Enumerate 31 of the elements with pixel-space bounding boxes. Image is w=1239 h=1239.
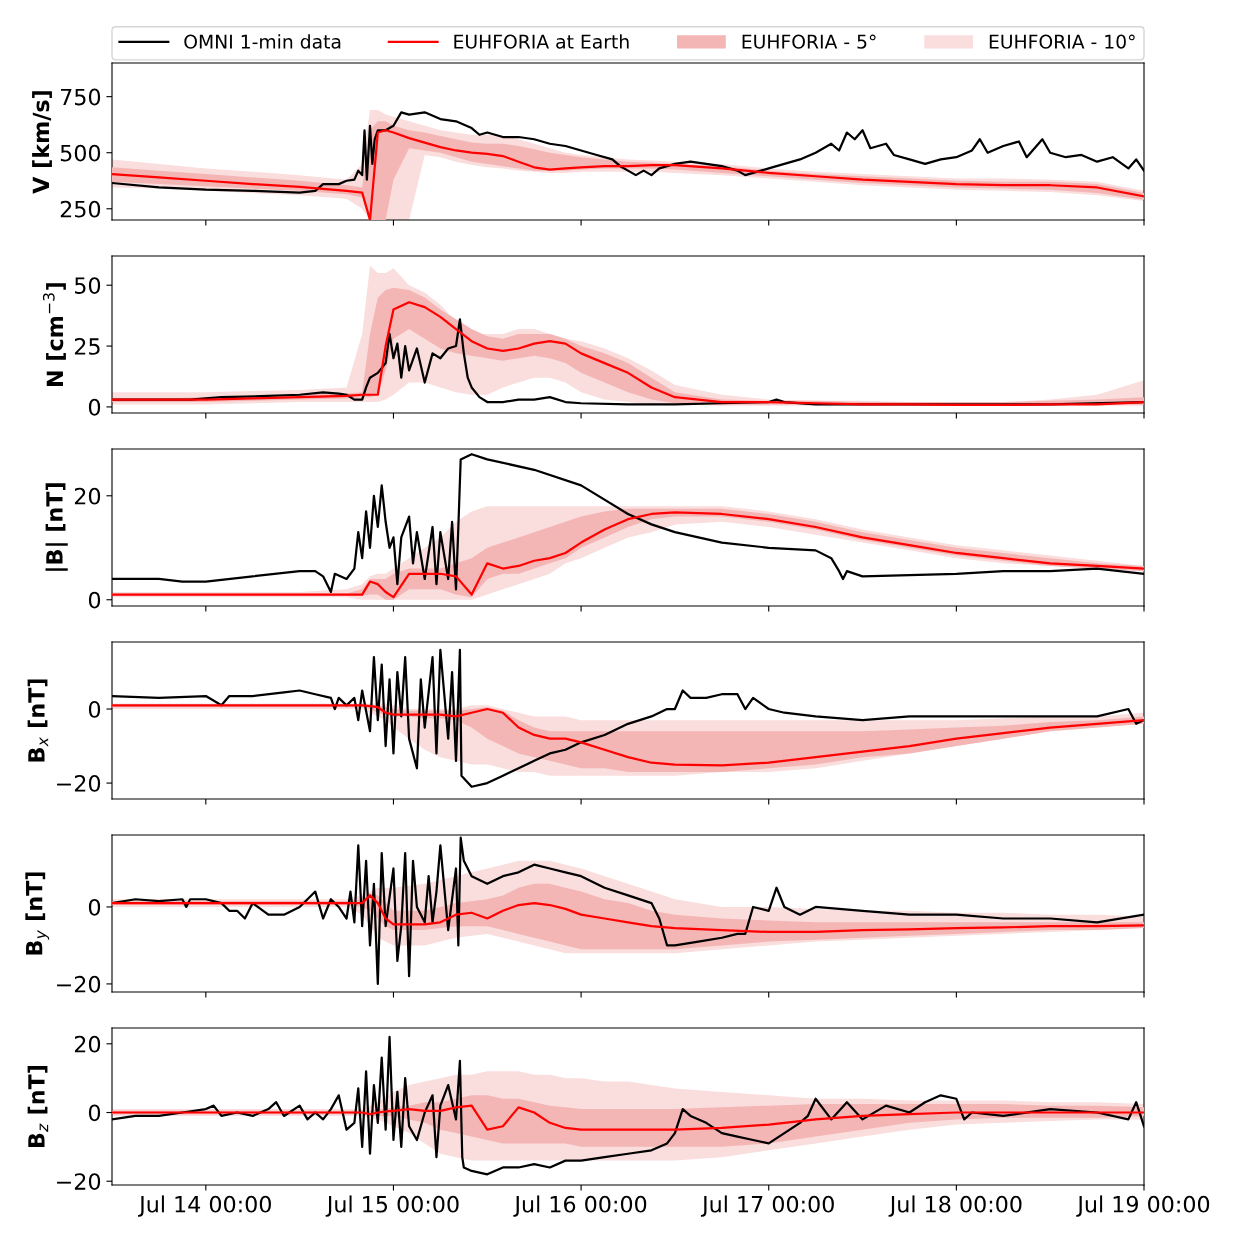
y-tick-label: 750 [60, 88, 101, 106]
legend-label: EUHFORIA at Earth [454, 34, 629, 49]
y-tick-label: 20 [74, 487, 101, 505]
x-tick-label: Jul 16 00:00 [513, 1195, 647, 1217]
x-tick-label: Jul 15 00:00 [325, 1195, 459, 1217]
y-tick-label: −20 [57, 975, 101, 993]
y-tick-label: 0 [88, 591, 101, 609]
legend-label: EUHFORIA - 5° [742, 34, 876, 49]
y-tick-label: −20 [57, 1173, 101, 1190]
y-axis-title: B$_{z}$ [nT] [27, 1066, 49, 1148]
y-tick-label: 0 [88, 700, 101, 718]
y-axis-title: V [km/s] [32, 91, 52, 194]
x-tick-label: Jul 18 00:00 [888, 1195, 1022, 1217]
y-axis-title: N [cm$^{−3}$] [42, 283, 66, 386]
legend-label: EUHFORIA - 10° [989, 34, 1135, 49]
y-tick-label: 0 [88, 1104, 101, 1122]
y-axis-title: |B| [nT] [45, 483, 68, 571]
x-tick-label: Jul 19 00:00 [1076, 1195, 1210, 1217]
x-tick-label: Jul 14 00:00 [138, 1195, 271, 1217]
x-tick-label: Jul 17 00:00 [700, 1195, 834, 1217]
y-tick-label: 50 [75, 277, 101, 294]
y-tick-label: 25 [74, 338, 100, 355]
y-tick-label: 0 [88, 898, 101, 916]
y-tick-label: 0 [88, 398, 101, 416]
legend-label: OMNI 1-min data [184, 34, 341, 49]
y-tick-label: 20 [74, 1035, 101, 1053]
y-tick-label: 500 [60, 144, 101, 162]
y-tick-label: −20 [57, 775, 101, 792]
y-axis-title: B$_{x}$ [nT] [27, 679, 49, 762]
y-axis-title: B$_{y}$ [nT] [25, 872, 50, 955]
y-tick-label: 250 [60, 200, 101, 218]
